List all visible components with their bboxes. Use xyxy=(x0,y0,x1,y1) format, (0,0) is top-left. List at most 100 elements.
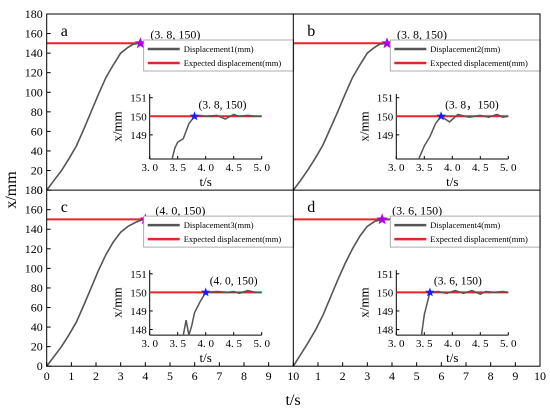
inset-x-axis-label: t/s xyxy=(200,350,212,365)
panel-label: b xyxy=(307,23,315,40)
x-tick-label: 6 xyxy=(438,369,444,383)
inset-y-tick-label: 151 xyxy=(130,93,147,105)
inset-y-tick-label: 151 xyxy=(377,93,394,105)
x-tick-label: 1 xyxy=(315,369,321,383)
legend-label-expected: Expected displacement(mm) xyxy=(430,234,528,244)
inset-annotation-label: (3. 8, 150) xyxy=(199,99,247,111)
y-tick-label: 160 xyxy=(25,27,43,41)
y-tick-label: 0 xyxy=(37,183,43,197)
x-tick-label: 9 xyxy=(512,369,518,383)
inset-y-tick-label: 149 xyxy=(377,306,394,318)
x-tick-label: 8 xyxy=(488,369,494,383)
inset-x-tick-label: 5. 0 xyxy=(500,338,517,350)
panel-label: d xyxy=(307,199,315,216)
legend-label-expected: Expected displacement(mm) xyxy=(184,234,282,244)
annotation-label: (3. 8, 150) xyxy=(150,27,200,41)
x-tick-label: 4 xyxy=(142,369,148,383)
legend-box xyxy=(143,39,295,72)
inset-background xyxy=(149,270,262,336)
inset-x-tick-label: 4. 5 xyxy=(472,162,489,174)
x-tick-label: 6 xyxy=(192,369,198,383)
inset-x-tick-label: 3. 5 xyxy=(416,162,433,174)
x-tick-label: 5 xyxy=(167,369,173,383)
x-tick-label: 7 xyxy=(463,369,469,383)
inset-displacement-line xyxy=(171,113,262,160)
x-tick-label: 9 xyxy=(266,369,272,383)
inset-chart: 3. 0 3. 5 4. 0 4. 5 5. 0 148 149 150 151 t/s x/mm (… xyxy=(356,269,517,365)
inset-star-marker xyxy=(436,111,446,121)
inset-x-tick-label: 4. 5 xyxy=(472,338,489,350)
inset-x-tick-label: 3. 0 xyxy=(141,162,158,174)
inset-background xyxy=(396,270,509,336)
y-tick-label: 120 xyxy=(25,66,43,80)
inset-annotation-label: (3. 8，150) xyxy=(445,99,499,111)
inset-y-axis-label: x/mm xyxy=(356,287,371,317)
star-marker xyxy=(134,37,147,49)
inset-x-tick-label: 4. 0 xyxy=(197,162,214,174)
inset-star-marker xyxy=(200,287,211,297)
inset-y-tick-label: 150 xyxy=(130,287,147,299)
inset-y-tick-label: 148 xyxy=(377,325,394,337)
panel-d: d (3. 6, 150) Displacement4(mm) Expected di… xyxy=(292,199,541,367)
inset-background xyxy=(396,94,509,159)
panel-label: c xyxy=(61,199,68,216)
inset-x-axis-label: t/s xyxy=(446,350,458,365)
y-tick-label: 140 xyxy=(25,46,43,60)
inset-x-tick-label: 4. 5 xyxy=(225,338,242,350)
y-tick-label: 80 xyxy=(31,105,43,119)
x-axis-label: t/s xyxy=(285,392,300,409)
inset-annotation-label: (4. 0, 150) xyxy=(210,275,258,287)
y-tick-label: 160 xyxy=(25,203,43,217)
inset-y-tick-label: 150 xyxy=(377,287,394,299)
y-tick-label: 0 xyxy=(37,359,43,373)
inset-x-tick-label: 4. 0 xyxy=(444,162,461,174)
legend-box xyxy=(143,215,295,248)
inset-displacement-line xyxy=(182,289,262,336)
inset-y-axis-label: x/mm xyxy=(110,111,125,141)
inset-y-tick-label: 149 xyxy=(377,130,394,142)
panel-c: c (4. 0, 150) Displacement3(mm) Expected di… xyxy=(46,199,295,367)
inset-y-axis-label: x/mm xyxy=(110,287,125,317)
inset-star-marker xyxy=(425,287,435,297)
inset-y-tick-label: 149 xyxy=(130,306,147,318)
x-tick-label: 2 xyxy=(93,369,99,383)
x-tick-label: 3 xyxy=(118,369,124,383)
legend-box xyxy=(389,39,541,72)
inset-chart: 3. 0 3. 5 4. 0 4. 5 5. 0 148 149 150 151 t/s x/mm (… xyxy=(110,269,271,365)
inset-x-tick-label: 5. 0 xyxy=(253,338,270,350)
legend-label-displacement: Displacement2(mm) xyxy=(430,44,500,54)
inset-background xyxy=(149,94,262,159)
annotation-label: (3. 8, 150) xyxy=(397,27,447,41)
y-tick-label: 100 xyxy=(25,85,43,99)
legend-label-expected: Expected displacement(mm) xyxy=(184,58,282,68)
inset-y-tick-label: 150 xyxy=(377,111,394,123)
y-tick-label: 40 xyxy=(31,144,43,158)
inset-chart: 3. 0 3. 5 4. 0 4. 5 5. 0 149 150 151 t/s x/mm (3. … xyxy=(356,93,517,189)
inset-y-axis-label: x/mm xyxy=(356,111,371,141)
inset-chart: 3. 0 3. 5 4. 0 4. 5 5. 0 149 150 151 t/s x/mm (3. … xyxy=(110,93,271,189)
y-tick-label: 20 xyxy=(31,340,43,354)
x-tick-label: 7 xyxy=(216,369,222,383)
x-tick-label: 10 xyxy=(534,369,546,383)
inset-y-tick-label: 151 xyxy=(130,269,147,281)
legend-label-expected: Expected displacement(mm) xyxy=(430,58,528,68)
inset-y-tick-label: 151 xyxy=(377,269,394,281)
inset-x-tick-label: 3. 5 xyxy=(169,338,186,350)
inset-y-tick-label: 150 xyxy=(130,111,147,123)
panel-b: b (3. 8, 150) Displacement2(mm) Expected di… xyxy=(292,23,541,191)
annotation-label: (3. 6, 150) xyxy=(392,203,442,217)
inset-x-tick-label: 5. 0 xyxy=(500,162,517,174)
y-tick-label: 180 xyxy=(25,183,43,197)
inset-x-tick-label: 4. 0 xyxy=(444,338,461,350)
star-marker xyxy=(376,213,388,225)
x-tick-label: 3 xyxy=(364,369,370,383)
y-tick-label: 20 xyxy=(31,164,43,178)
inset-x-tick-label: 4. 0 xyxy=(197,338,214,350)
x-tick-label: 1 xyxy=(68,369,74,383)
inset-star-marker xyxy=(189,111,200,121)
panel-a: a (3. 8, 150) Displacement1(mm) Expected di… xyxy=(46,23,295,191)
inset-x-axis-label: t/s xyxy=(446,174,458,189)
inset-x-axis-label: t/s xyxy=(200,174,212,189)
inset-y-tick-label: 148 xyxy=(130,325,147,337)
y-tick-label: 100 xyxy=(25,261,43,275)
